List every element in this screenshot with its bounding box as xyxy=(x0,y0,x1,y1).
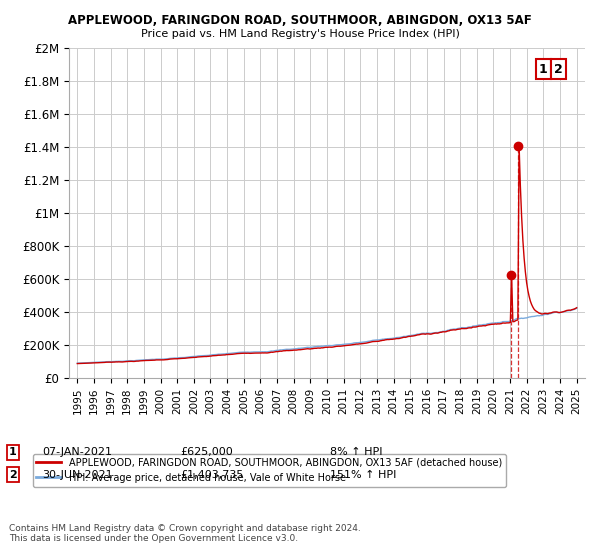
Text: Contains HM Land Registry data © Crown copyright and database right 2024.
This d: Contains HM Land Registry data © Crown c… xyxy=(9,524,361,543)
Legend: APPLEWOOD, FARINGDON ROAD, SOUTHMOOR, ABINGDON, OX13 5AF (detached house), HPI: : APPLEWOOD, FARINGDON ROAD, SOUTHMOOR, AB… xyxy=(32,454,506,487)
Text: £625,000: £625,000 xyxy=(180,447,233,458)
Text: 07-JAN-2021: 07-JAN-2021 xyxy=(42,447,112,458)
Text: 1: 1 xyxy=(539,63,548,76)
Text: APPLEWOOD, FARINGDON ROAD, SOUTHMOOR, ABINGDON, OX13 5AF: APPLEWOOD, FARINGDON ROAD, SOUTHMOOR, AB… xyxy=(68,14,532,27)
Text: 2: 2 xyxy=(9,470,17,480)
Text: 8% ↑ HPI: 8% ↑ HPI xyxy=(330,447,383,458)
Text: 1: 1 xyxy=(9,447,17,458)
Text: 151% ↑ HPI: 151% ↑ HPI xyxy=(330,470,397,480)
Text: 30-JUN-2021: 30-JUN-2021 xyxy=(42,470,113,480)
Text: 2: 2 xyxy=(554,63,563,76)
Text: £1,403,735: £1,403,735 xyxy=(180,470,244,480)
Text: Price paid vs. HM Land Registry's House Price Index (HPI): Price paid vs. HM Land Registry's House … xyxy=(140,29,460,39)
